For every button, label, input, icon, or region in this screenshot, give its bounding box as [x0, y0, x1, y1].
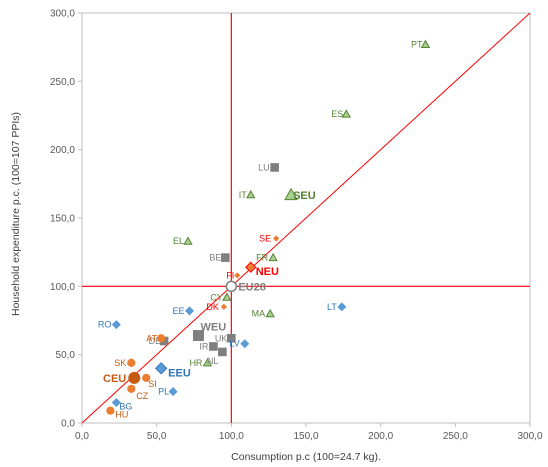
aggregate-point — [225, 280, 238, 293]
x-axis-title: Consumption p.c (100=24.7 kg). — [231, 451, 381, 463]
data-point — [142, 373, 151, 382]
data-point — [268, 252, 278, 262]
data-point — [111, 397, 121, 408]
data-point — [106, 406, 115, 415]
point-label: BG — [119, 402, 132, 412]
data-point — [420, 39, 431, 48]
point-label: HU — [115, 410, 128, 420]
point-label: LT — [327, 302, 337, 312]
data-point — [168, 387, 178, 397]
data-point — [127, 358, 136, 367]
x-tick-label: 50,0 — [147, 431, 167, 442]
aggregate-point — [284, 187, 298, 201]
point-label: FR — [256, 253, 268, 263]
y-tick-label: 200,0 — [50, 145, 75, 156]
data-points: PT ES IT EL CY FR MA HR LU BE DE UK IR NL SE FI DK AT SK SI… — [98, 39, 431, 420]
point-label: RO — [98, 320, 112, 330]
aggregate-label: CEU — [103, 373, 126, 385]
y-tick-label: 50,0 — [56, 350, 76, 361]
x-tick-label: 100,0 — [219, 431, 244, 442]
point-label: FI — [226, 270, 234, 280]
data-point — [219, 302, 229, 312]
aggregate-label: EU28 — [238, 281, 266, 293]
aggregate-label: WEU — [200, 322, 226, 334]
aggregate-label: EEU — [168, 367, 191, 379]
x-tick-label: 0,0 — [75, 431, 89, 442]
aggregate-point — [192, 330, 204, 342]
y-tick-label: 300,0 — [50, 9, 75, 20]
point-label: SE — [259, 234, 271, 244]
data-point — [221, 253, 230, 262]
data-point — [183, 236, 193, 245]
point-label: NL — [207, 356, 219, 366]
reference-line-diagonal — [81, 12, 531, 424]
data-point — [185, 306, 195, 316]
data-point — [227, 333, 236, 343]
axes: 0,0 50,0 100,0 150,0 200,0 250,0 300,0 0,0 50,0 1… — [50, 9, 543, 443]
point-label: UK — [215, 333, 228, 343]
point-label: PL — [158, 387, 169, 397]
point-label: EE — [173, 306, 185, 316]
point-label: LV — [229, 339, 239, 349]
point-label: SK — [114, 358, 126, 368]
point-label: MA — [252, 309, 266, 319]
y-tick-label: 150,0 — [50, 214, 75, 225]
point-label: HR — [189, 358, 202, 368]
data-point — [232, 270, 242, 280]
data-point — [246, 189, 256, 199]
point-label: IT — [239, 190, 248, 200]
point-label: PT — [411, 39, 423, 49]
data-point — [157, 334, 166, 343]
aggregate-label: SEU — [293, 190, 316, 202]
y-tick-label: 100,0 — [50, 282, 75, 293]
x-tick-label: 200,0 — [368, 431, 393, 442]
data-point — [271, 233, 281, 244]
data-point — [218, 347, 227, 357]
aggregate-label: NEU — [256, 266, 279, 278]
point-label: DK — [206, 302, 219, 312]
y-axis-title: Household expenditure p.c. (100=107 PPIs… — [10, 112, 22, 316]
aggregate-point — [128, 371, 141, 384]
data-point — [222, 292, 232, 301]
point-label: SI — [148, 379, 157, 389]
data-point — [341, 109, 351, 118]
data-point — [270, 163, 279, 172]
point-label: DE — [149, 336, 162, 346]
point-label: CY — [210, 292, 223, 302]
x-tick-label: 300,0 — [517, 431, 542, 442]
data-point — [202, 358, 213, 367]
point-label: AT — [146, 333, 157, 343]
y-tick-label: 250,0 — [50, 77, 75, 88]
plot-area — [81, 12, 531, 424]
x-tick-label: 150,0 — [293, 431, 318, 442]
y-tick-label: 0,0 — [61, 419, 75, 430]
data-point — [240, 339, 250, 349]
data-point — [265, 308, 275, 318]
data-point — [111, 320, 121, 330]
data-point — [127, 384, 136, 393]
x-tick-label: 250,0 — [443, 431, 468, 442]
data-point — [209, 342, 218, 351]
point-label: IR — [199, 341, 209, 351]
aggregate-point — [245, 261, 257, 273]
point-label: CZ — [136, 391, 148, 401]
point-label: LU — [258, 162, 270, 172]
data-point — [337, 302, 347, 312]
aggregate-point — [154, 362, 168, 375]
point-label: ES — [331, 109, 343, 119]
point-label: EL — [173, 236, 184, 246]
point-label: BE — [209, 253, 221, 263]
